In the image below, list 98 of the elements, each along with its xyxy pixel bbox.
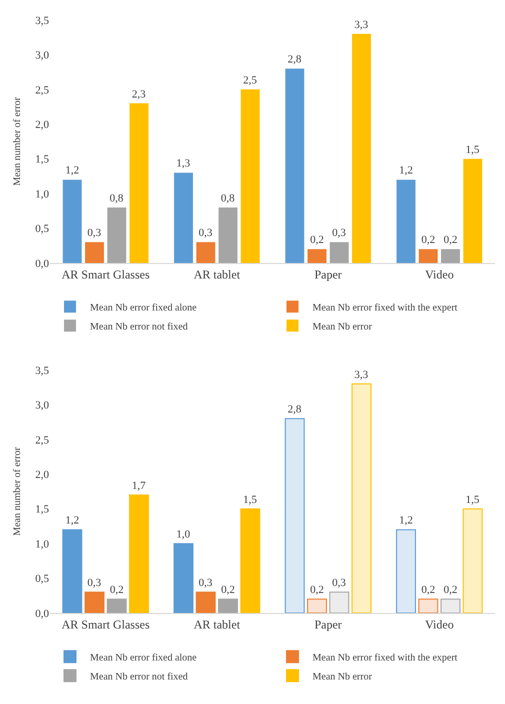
y-tick-label: 1,0 bbox=[35, 538, 50, 550]
data-label: 1,5 bbox=[466, 144, 480, 156]
bar bbox=[463, 158, 482, 263]
y-tick-label: 1,5 bbox=[35, 154, 50, 166]
bar bbox=[329, 592, 350, 613]
bar bbox=[196, 592, 216, 613]
data-label: 1,7 bbox=[132, 480, 146, 492]
bar bbox=[62, 529, 82, 613]
bar bbox=[218, 598, 238, 613]
bar bbox=[240, 508, 260, 613]
bar bbox=[129, 494, 149, 613]
bar bbox=[85, 242, 104, 263]
data-label: 2,3 bbox=[132, 88, 146, 100]
bar bbox=[130, 103, 148, 263]
y-tick-label: 3,5 bbox=[35, 14, 50, 27]
bar bbox=[418, 598, 438, 613]
y-axis-title: Mean number of error bbox=[12, 96, 23, 186]
legend-label: Mean Nb error fixed with the expert bbox=[312, 652, 458, 664]
y-tick-label: 2,0 bbox=[35, 118, 50, 131]
bar bbox=[285, 68, 304, 263]
legend-label: Mean Nb error bbox=[312, 672, 373, 683]
bar bbox=[352, 34, 371, 263]
x-tick-label: AR tablet bbox=[194, 267, 241, 282]
bar bbox=[462, 508, 483, 613]
data-label: 0,8 bbox=[110, 192, 124, 204]
data-label: 1,2 bbox=[65, 164, 80, 177]
y-tick-label: 0,0 bbox=[35, 258, 50, 270]
data-label: 2,8 bbox=[288, 404, 302, 416]
y-tick-label: 2,5 bbox=[35, 434, 50, 446]
y-tick-label: 1,0 bbox=[35, 188, 50, 200]
data-label: 1,2 bbox=[65, 514, 80, 527]
data-label: 0,2 bbox=[110, 584, 124, 596]
bar bbox=[240, 89, 260, 263]
data-label: 1,5 bbox=[466, 494, 480, 506]
data-label: 0,2 bbox=[421, 234, 436, 246]
data-label: 0,3 bbox=[87, 577, 102, 590]
data-label: 0,3 bbox=[198, 577, 213, 590]
legend-label: Mean Nb error fixed alone bbox=[90, 652, 198, 664]
legend-label: Mean Nb error not fixed bbox=[90, 672, 188, 683]
data-label: 3,3 bbox=[354, 368, 369, 381]
y-tick-label: 3,5 bbox=[35, 364, 50, 377]
bar bbox=[330, 242, 349, 263]
bar bbox=[307, 598, 327, 613]
data-label: 1,0 bbox=[176, 528, 191, 541]
y-tick-label: 0,5 bbox=[35, 223, 50, 236]
data-label: 0,3 bbox=[332, 577, 346, 590]
data-label: 0,2 bbox=[221, 584, 235, 596]
x-tick-label: Paper bbox=[314, 617, 342, 632]
bar bbox=[62, 180, 82, 263]
x-tick-label: Video bbox=[425, 267, 454, 282]
y-tick-label: 0,0 bbox=[35, 608, 50, 620]
data-label: 0,2 bbox=[444, 584, 458, 596]
bar bbox=[106, 598, 127, 613]
data-label: 2,5 bbox=[243, 74, 258, 86]
y-tick-label: 3,0 bbox=[35, 400, 50, 412]
bar bbox=[174, 172, 193, 263]
data-label: 3,3 bbox=[354, 18, 369, 31]
bar bbox=[218, 207, 238, 263]
bar bbox=[196, 242, 216, 263]
x-tick-label: Video bbox=[425, 617, 454, 632]
legend-label: Mean Nb error fixed alone bbox=[90, 302, 198, 314]
data-label: 0,8 bbox=[220, 192, 236, 204]
bar bbox=[308, 249, 326, 263]
y-tick-label: 2,5 bbox=[35, 84, 50, 96]
x-tick-label: AR Smart Glasses bbox=[62, 267, 150, 282]
data-label: 0,2 bbox=[444, 234, 458, 246]
data-label: 0,3 bbox=[87, 227, 102, 240]
data-label: 0,3 bbox=[332, 227, 346, 240]
data-label: 1,2 bbox=[399, 164, 413, 177]
y-axis-title: Mean number of error bbox=[12, 446, 23, 536]
bar bbox=[396, 180, 416, 263]
bar bbox=[440, 598, 460, 613]
x-tick-label: Paper bbox=[314, 267, 342, 282]
y-tick-label: 2,0 bbox=[35, 468, 50, 481]
bar bbox=[396, 529, 416, 613]
y-tick-label: 1,5 bbox=[35, 504, 50, 516]
legend-label: Mean Nb error fixed with the expert bbox=[312, 302, 458, 314]
bar bbox=[174, 543, 194, 613]
bar bbox=[284, 418, 305, 613]
bar bbox=[441, 249, 460, 263]
data-label: 2,8 bbox=[288, 54, 302, 66]
bar bbox=[352, 383, 372, 613]
bar bbox=[107, 207, 126, 263]
bar bbox=[418, 249, 438, 263]
data-label: 1,3 bbox=[176, 158, 191, 170]
bar bbox=[84, 592, 104, 613]
y-tick-label: 3,0 bbox=[35, 50, 50, 62]
y-tick-label: 0,5 bbox=[35, 573, 50, 586]
legend-label: Mean Nb error not fixed bbox=[90, 322, 188, 333]
data-label: 0,2 bbox=[310, 584, 324, 596]
data-label: 0,3 bbox=[198, 227, 213, 240]
data-label: 1,5 bbox=[243, 494, 258, 506]
legend-label: Mean Nb error bbox=[312, 322, 373, 333]
data-label: 0,2 bbox=[421, 584, 436, 596]
data-label: 0,2 bbox=[310, 234, 324, 246]
x-tick-label: AR Smart Glasses bbox=[62, 617, 150, 632]
data-label: 1,2 bbox=[399, 514, 413, 527]
x-tick-label: AR tablet bbox=[194, 617, 241, 632]
